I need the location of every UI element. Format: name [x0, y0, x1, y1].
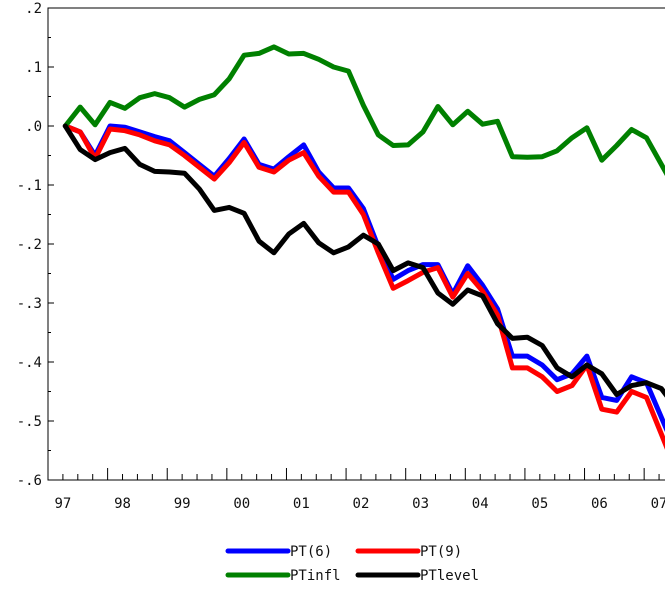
axis-ticks	[48, 7, 660, 481]
legend: PT(6) PT(9) PTinfl PTlevel	[225, 544, 479, 584]
series-line-ptinfl	[62, 44, 665, 176]
series-line-pt6	[62, 123, 665, 433]
axis-tick-labels: .2 .1 .0 -.1 -.2 -.3 -.4 -.5 -.6 97 98 99 00 01 02 03 04…	[17, 1, 665, 512]
legend-label: PTlevel	[420, 568, 479, 584]
series-line-ptlevel	[62, 123, 665, 398]
y-tick-label: -.3	[17, 296, 42, 312]
y-tick-label: .2	[25, 1, 42, 17]
legend-label: PTinfl	[290, 568, 341, 584]
y-tick-label: .0	[25, 119, 42, 135]
x-tick-label: 06	[591, 496, 608, 512]
x-tick-label: 00	[233, 496, 250, 512]
x-tick-label: 99	[174, 496, 191, 512]
y-tick-label: -.2	[17, 237, 42, 253]
y-tick-label: -.4	[17, 355, 42, 371]
series-line-pt9	[62, 123, 665, 450]
x-tick-label: 05	[531, 496, 548, 512]
y-tick-label: -.1	[17, 178, 42, 194]
series-lines	[62, 44, 665, 450]
x-tick-label: 02	[353, 496, 370, 512]
x-tick-label: 97	[54, 496, 71, 512]
legend-label: PT(9)	[420, 544, 462, 560]
x-tick-label: 01	[293, 496, 310, 512]
legend-label: PT(6)	[290, 544, 332, 560]
x-tick-label: 98	[114, 496, 131, 512]
plot-area-frame	[47, 7, 665, 481]
y-tick-label: -.6	[17, 473, 42, 489]
x-tick-label: 03	[412, 496, 429, 512]
x-tick-label: 04	[472, 496, 489, 512]
y-tick-label: .1	[25, 60, 42, 76]
y-tick-label: -.5	[17, 414, 42, 430]
x-tick-label: 07	[651, 496, 665, 512]
